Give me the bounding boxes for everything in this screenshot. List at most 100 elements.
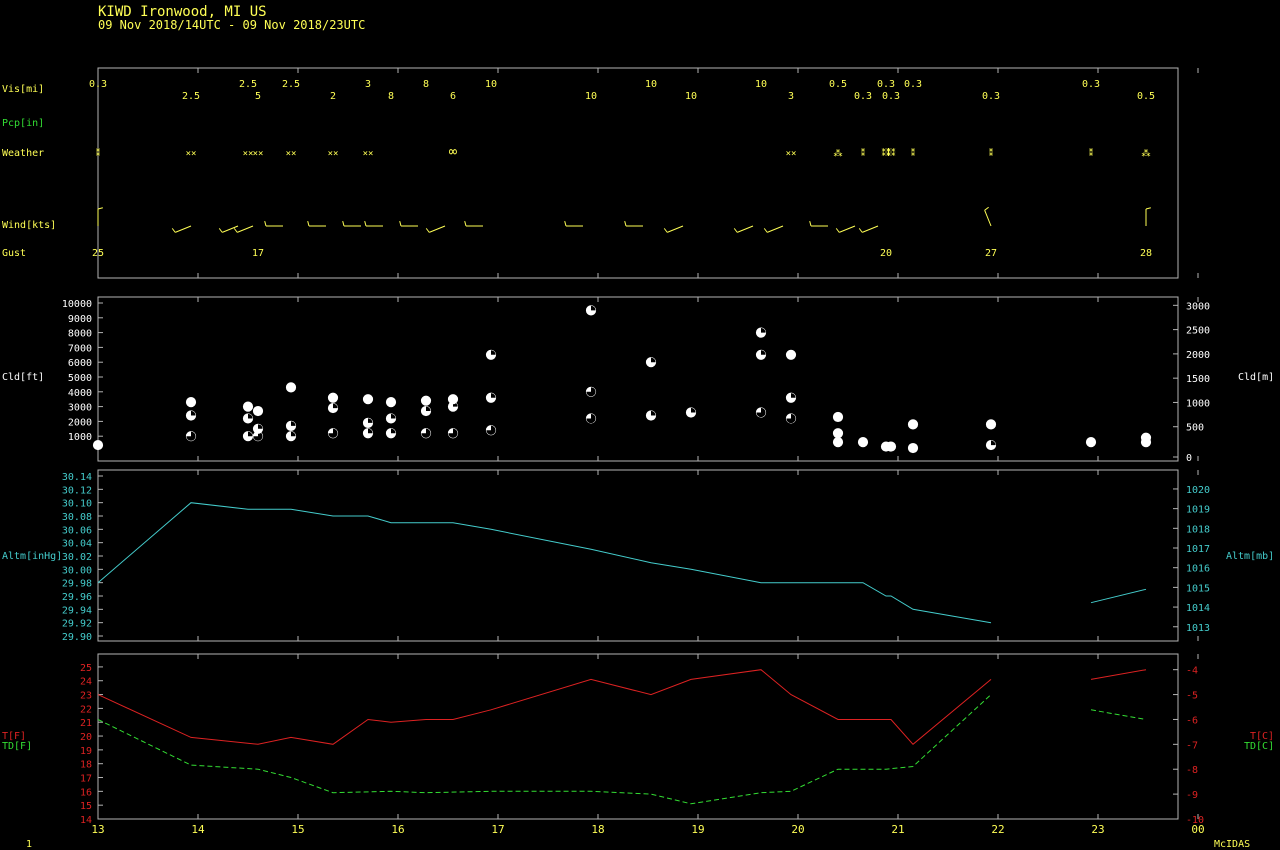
temp-f-tick: 19: [80, 746, 92, 757]
wind-barb-staff: [429, 225, 446, 233]
altm-mb-tick: 1020: [1186, 485, 1210, 496]
cld-ft-tick: 7000: [68, 343, 92, 354]
temp-f-tick: 14: [80, 815, 92, 826]
cloud-mark-ovc: [92, 439, 104, 451]
weather-symbol-haze: ××: [286, 149, 297, 159]
wind-barb-flag: [342, 221, 345, 227]
wind-barb-staff: [237, 225, 254, 233]
temp-c-tick: -7: [1186, 740, 1198, 751]
visibility-value: 2.5: [182, 91, 200, 102]
cloud-mark-fill: [591, 305, 596, 311]
temp-f-tick: 15: [80, 801, 92, 812]
visibility-value: 0.5: [1137, 91, 1155, 102]
temp-f-tick: 17: [80, 774, 92, 785]
visibility-value: 0.3: [982, 91, 1000, 102]
cloud-mark-ovc: [385, 397, 397, 408]
cloud-mark-fill: [368, 418, 373, 423]
wind-label: Wind[kts]: [2, 220, 56, 231]
cld-m-label: Cld[m]: [1238, 372, 1274, 383]
temp-c-tick: -4: [1186, 666, 1198, 677]
cloud-mark-fill: [756, 407, 766, 418]
visibility-value: 10: [685, 91, 697, 102]
cloud-mark-fill: [291, 421, 296, 426]
panel3-frame: [97, 469, 1179, 642]
cloud-mark-fill: [258, 424, 263, 429]
weather-symbol-haze: ××: [243, 149, 254, 159]
altm-inhg-tick: 30.02: [62, 552, 92, 563]
wind-barb-flag: [809, 221, 812, 227]
cld-m-tick: 0: [1186, 453, 1192, 464]
temp-f-tick: 25: [80, 663, 92, 674]
visibility-value: 10: [755, 79, 767, 90]
x-tick-label: 16: [391, 823, 404, 836]
cld-m-tick: 2500: [1186, 326, 1210, 337]
wind-barb-flag: [233, 228, 238, 233]
vis-label: Vis[mi]: [2, 84, 44, 95]
wind-barb-flag: [663, 228, 668, 233]
x-tick-label: 20: [791, 823, 804, 836]
visibility-value: 2.5: [282, 79, 300, 90]
wind-barb-staff: [984, 210, 992, 227]
visibility-value: 0.3: [854, 91, 872, 102]
cloud-mark-fill: [791, 393, 796, 398]
cld-ft-label: Cld[ft]: [2, 372, 44, 383]
wind-barb-staff: [667, 225, 684, 233]
cld-ft-tick: 4000: [68, 388, 92, 399]
temp-f-tick: 21: [80, 718, 92, 729]
x-tick-label: 17: [491, 823, 504, 836]
gust-label: Gust: [2, 248, 26, 259]
wind-barb-flag: [171, 228, 176, 233]
altm-inhg-tick: 30.04: [62, 539, 92, 550]
cloud-mark-ovc: [242, 401, 254, 412]
visibility-value: 5: [255, 91, 261, 102]
x-tick-label: 18: [591, 823, 604, 836]
altm-inhg-tick: 30.06: [62, 525, 92, 536]
wind-barb-staff: [862, 225, 879, 233]
gust-value: 17: [252, 248, 264, 259]
cloud-mark-fill: [761, 350, 766, 355]
cld-ft-tick: 5000: [68, 373, 92, 384]
cloud-mark-ovc: [327, 392, 339, 403]
wind-barb-flag: [425, 228, 430, 233]
gust-value: 25: [92, 248, 104, 259]
x-tick-label: 00: [1191, 823, 1204, 836]
visibility-value: 0.3: [882, 91, 900, 102]
weather-symbol-heavy-snow-plus: ⁑⁑: [882, 147, 892, 159]
visibility-value: 2.5: [239, 79, 257, 90]
altm-inhg-tick: 30.10: [62, 499, 92, 510]
t-c-label: T[C]: [1250, 731, 1274, 742]
weather-symbol-heavy-snow: ⁑: [861, 147, 866, 159]
altm-inhg-tick: 29.98: [62, 579, 92, 590]
visibility-value: 0.3: [1082, 79, 1100, 90]
altimeter-panel: Altm[inHg] Altm[mb] 29.90 29.92 29.94 29.96…: [2, 469, 1274, 643]
cloud-mark-fill: [426, 406, 431, 412]
panel2-frame: [97, 296, 1179, 462]
cloud-mark-ovc: [785, 349, 797, 360]
date-range: 09 Nov 2018/14UTC - 09 Nov 2018/23UTC: [98, 18, 365, 32]
cloud-mark-fill: [248, 413, 253, 419]
wind-barb-flag: [624, 221, 627, 227]
visibility-value: 0.3: [89, 79, 107, 90]
cloud-mark-fill: [391, 413, 396, 419]
cloud-mark-fill: [491, 393, 496, 398]
altm-inhg-tick: 30.00: [62, 565, 92, 576]
wind-barb-flag: [1145, 207, 1151, 210]
cloud-mark-fill: [586, 413, 596, 424]
wind-barb-flag: [835, 228, 840, 233]
cloud-mark-fill: [651, 410, 656, 416]
temp-f-tick: 18: [80, 760, 92, 771]
cloud-mark-fill: [368, 428, 373, 434]
cloud-mark-ovc: [832, 437, 844, 448]
cloud-mark-ovc: [832, 428, 844, 439]
cloud-mark-fill: [786, 413, 796, 424]
td-c-label: TD[C]: [1244, 741, 1274, 752]
temperature-panel: T[F] TD[F] T[C] TD[C] 14 15 16 17 18 19 20 21 22…: [2, 653, 1274, 826]
mcidas-brand: McIDAS: [1214, 839, 1250, 850]
altm-inhg-tick: 29.90: [62, 632, 92, 643]
cloud-mark-ovc: [832, 411, 844, 423]
altm-inhg-tick: 30.12: [62, 485, 92, 496]
wind-barb-flag: [399, 221, 402, 227]
vis-weather-wind-panel: Vis[mi] Pcp[in] Weather Wind[kts] Gust 0…: [2, 67, 1199, 279]
cloud-mark-ovc: [185, 397, 197, 408]
